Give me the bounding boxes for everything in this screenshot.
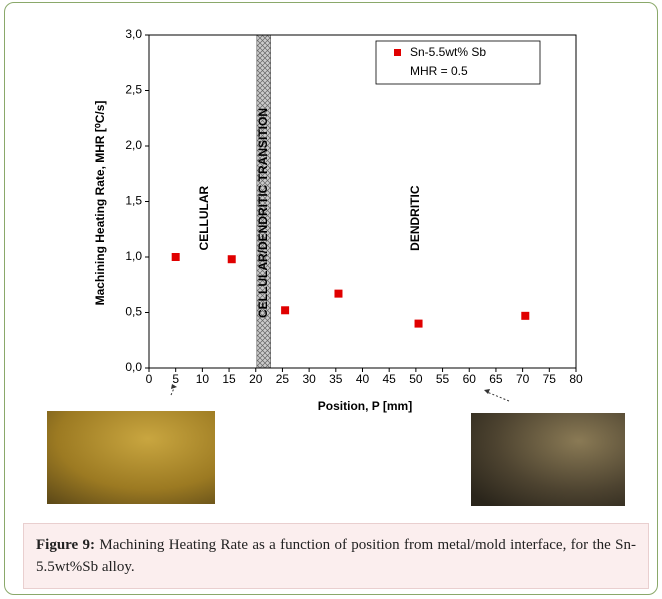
point	[521, 312, 529, 320]
legend-label: Sn-5.5wt% Sb	[410, 45, 486, 59]
band-label: CELLULAR/DENDRITIC TRANSITION	[256, 108, 270, 318]
legend-note: MHR = 0.5	[410, 64, 468, 78]
x-tick-label: 65	[489, 372, 503, 386]
x-tick-label: 35	[329, 372, 343, 386]
y-tick-label: 1,0	[125, 249, 142, 263]
point	[172, 253, 180, 261]
point	[281, 306, 289, 314]
x-tick-label: 45	[383, 372, 397, 386]
x-tick-label: 60	[463, 372, 477, 386]
x-tick-label: 5	[172, 372, 179, 386]
x-tick-label: 10	[196, 372, 210, 386]
y-tick-label: 2,5	[125, 83, 142, 97]
x-tick-label: 70	[516, 372, 530, 386]
x-tick-label: 0	[146, 372, 153, 386]
point	[415, 320, 423, 328]
y-tick-label: 0,0	[125, 360, 142, 374]
x-tick-label: 25	[276, 372, 290, 386]
y-tick-label: 3,0	[125, 27, 142, 41]
x-tick-label: 55	[436, 372, 450, 386]
chart: Machining Heating Rate, MHR [⁰C/s] Posit…	[5, 3, 656, 518]
y-tick-label: 1,5	[125, 194, 142, 208]
y-tick-label: 0,5	[125, 305, 142, 319]
x-tick-label: 20	[249, 372, 263, 386]
annotation: DENDRITIC	[408, 185, 422, 251]
caption-text: Machining Heating Rate as a function of …	[36, 537, 636, 575]
caption: Figure 9: Machining Heating Rate as a fu…	[23, 523, 649, 589]
plot-frame	[149, 35, 576, 368]
micrograph-cellular	[47, 411, 215, 504]
annotation: CELLULAR	[197, 185, 211, 250]
x-tick-label: 15	[222, 372, 236, 386]
y-tick-label: 2,0	[125, 138, 142, 152]
x-tick-label: 50	[409, 372, 423, 386]
x-tick-label: 80	[569, 372, 583, 386]
point	[334, 290, 342, 298]
caption-label: Figure 9:	[36, 537, 95, 553]
y-axis-label: Machining Heating Rate, MHR [⁰C/s]	[93, 101, 107, 306]
figure-frame: Machining Heating Rate, MHR [⁰C/s] Posit…	[4, 2, 658, 595]
x-tick-label: 30	[302, 372, 316, 386]
legend-marker	[394, 49, 401, 56]
x-tick-label: 75	[543, 372, 557, 386]
x-tick-label: 40	[356, 372, 370, 386]
arrow	[487, 392, 509, 401]
point	[228, 255, 236, 263]
micrograph-dendritic	[471, 413, 625, 506]
x-axis-label: Position, P [mm]	[318, 399, 412, 413]
